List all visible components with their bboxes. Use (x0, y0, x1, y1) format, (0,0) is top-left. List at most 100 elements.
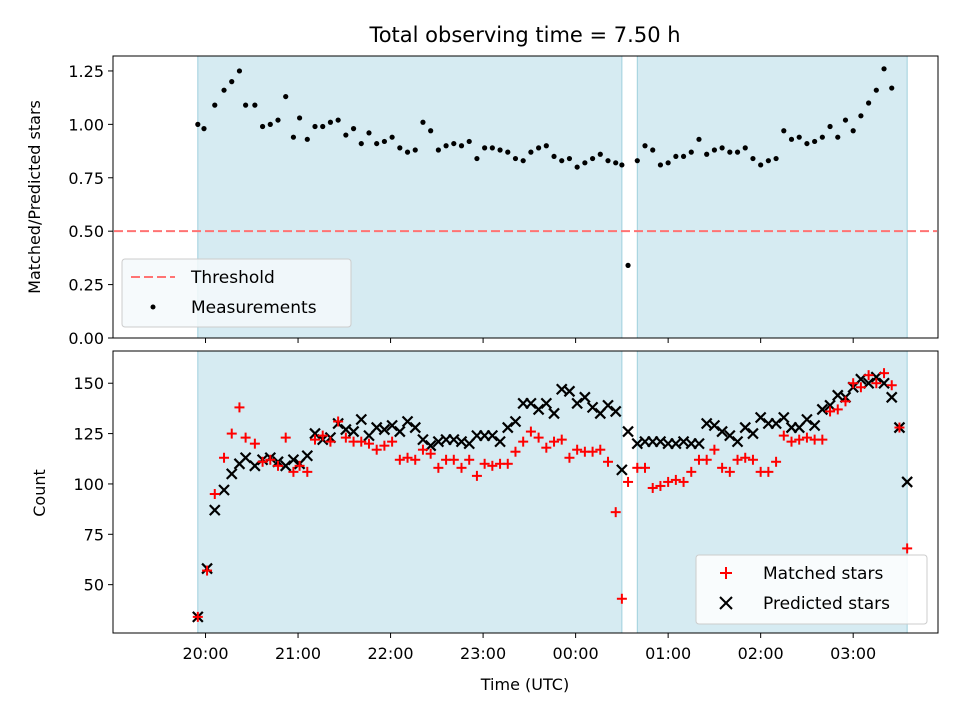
predicted-stars-point (901, 476, 913, 488)
predicted-stars-point (509, 415, 522, 428)
measurement-point (881, 66, 887, 72)
measurement-point (696, 136, 702, 142)
matched-stars-point (595, 444, 606, 455)
measurement-point (566, 155, 573, 162)
matched-stars-point (525, 426, 536, 437)
measurement-point (229, 79, 235, 85)
measurement-point (335, 117, 341, 123)
ratio-y-tick-label: 0.75 (68, 169, 104, 188)
matched-stars-point (226, 428, 237, 439)
counts-y-tick-label: 75 (84, 525, 104, 544)
matched-stars-point (371, 444, 382, 455)
predicted-stars-point (540, 397, 553, 410)
predicted-stars-point (739, 421, 752, 434)
measurement-point (350, 126, 357, 132)
x-tick-label: 03:00 (830, 644, 876, 663)
measurement-point (374, 140, 380, 147)
predicted-stars-point (386, 419, 398, 432)
measurement-point (236, 68, 243, 74)
measurement-point (212, 102, 218, 108)
matched-stars-point (273, 460, 283, 471)
matched-stars-point (219, 452, 230, 463)
observing-interval-1 (197, 350, 623, 634)
matched-stars-point (379, 440, 390, 451)
x-tick-label: 20:00 (182, 644, 228, 663)
measurement-point (866, 100, 872, 106)
measurement-point (482, 145, 488, 151)
matched-stars-point (471, 470, 482, 481)
matched-stars-point (280, 432, 291, 443)
matched-stars-point (302, 466, 313, 477)
predicted-stars-point (501, 421, 514, 434)
measurement-point (842, 117, 849, 123)
measurement-point (597, 151, 603, 157)
measurement-point (742, 145, 748, 151)
measurement-point (582, 160, 588, 166)
matched-stars-point (209, 489, 220, 500)
measurement-point (505, 149, 511, 155)
predicted-stars-point (279, 460, 292, 472)
measurement-point (650, 147, 656, 153)
ratio-plot-frame (112, 55, 939, 339)
predicted-stars-point (609, 405, 622, 418)
measurement-point (327, 119, 334, 125)
measurement-point (195, 121, 201, 127)
matched-stars-point (670, 474, 681, 485)
matched-stars-point (549, 436, 560, 447)
measurements-legend-label: Measurements (191, 298, 317, 318)
predicted-stars-point (816, 403, 829, 416)
matched-stars-legend-label: Matched stars (763, 564, 883, 584)
measurement-point (750, 155, 756, 162)
predicted-stars-point (747, 427, 759, 440)
matched-stars-point (288, 466, 299, 477)
measurement-point (520, 158, 526, 164)
measurement-point (613, 160, 619, 166)
matched-stars-point (310, 434, 321, 445)
predicted-stars-point (563, 385, 576, 398)
matched-stars-point (740, 452, 751, 463)
x-tick-label: 21:00 (275, 644, 321, 663)
measurement-point (873, 87, 879, 93)
matched-stars-point (647, 482, 658, 493)
measurement-point (458, 143, 465, 149)
predicted-stars-point (494, 435, 506, 448)
measurement-point (711, 147, 718, 153)
measurement-point (657, 162, 664, 168)
matched-stars-point (502, 458, 513, 469)
measurement-point (758, 162, 764, 168)
predicted-stars-legend-label: Predicted stars (763, 594, 890, 614)
x-tick-label: 01:00 (645, 644, 691, 663)
matched-stars-point (840, 396, 851, 407)
measurement-point (605, 158, 611, 164)
matched-stars-point (663, 476, 674, 487)
predicted-stars-point (239, 451, 252, 464)
predicted-stars-point (778, 411, 790, 424)
matched-stars-point (848, 378, 859, 389)
measurement-point (267, 121, 273, 127)
predicted-stars-point (378, 423, 391, 436)
matched-stars-point (192, 611, 203, 622)
measurement-point (625, 262, 631, 268)
measurement-point (201, 126, 207, 132)
matched-stars-point (265, 454, 276, 465)
matched-stars-point (678, 476, 689, 487)
measurement-point (788, 136, 795, 142)
predicted-stars-point (401, 415, 414, 428)
matched-stars-legend-swatch (720, 567, 732, 579)
measurement-point (451, 140, 457, 147)
predicted-stars-point (532, 403, 545, 416)
matched-stars-point (902, 543, 913, 554)
matched-stars-point (763, 466, 774, 477)
measurement-point (765, 158, 771, 164)
ratio-y-tick-label: 0.25 (68, 276, 104, 295)
predicted-stars-point (409, 421, 422, 434)
matched-stars-point (234, 402, 245, 413)
x-tick-label: 02:00 (738, 644, 784, 663)
matched-stars-point (333, 416, 344, 427)
matched-stars-point (832, 404, 843, 415)
matched-stars-point (886, 380, 897, 391)
matched-stars-point (879, 368, 890, 379)
measurement-point (589, 155, 596, 162)
predicted-stars-point (218, 484, 230, 496)
matched-stars-point (448, 454, 459, 465)
